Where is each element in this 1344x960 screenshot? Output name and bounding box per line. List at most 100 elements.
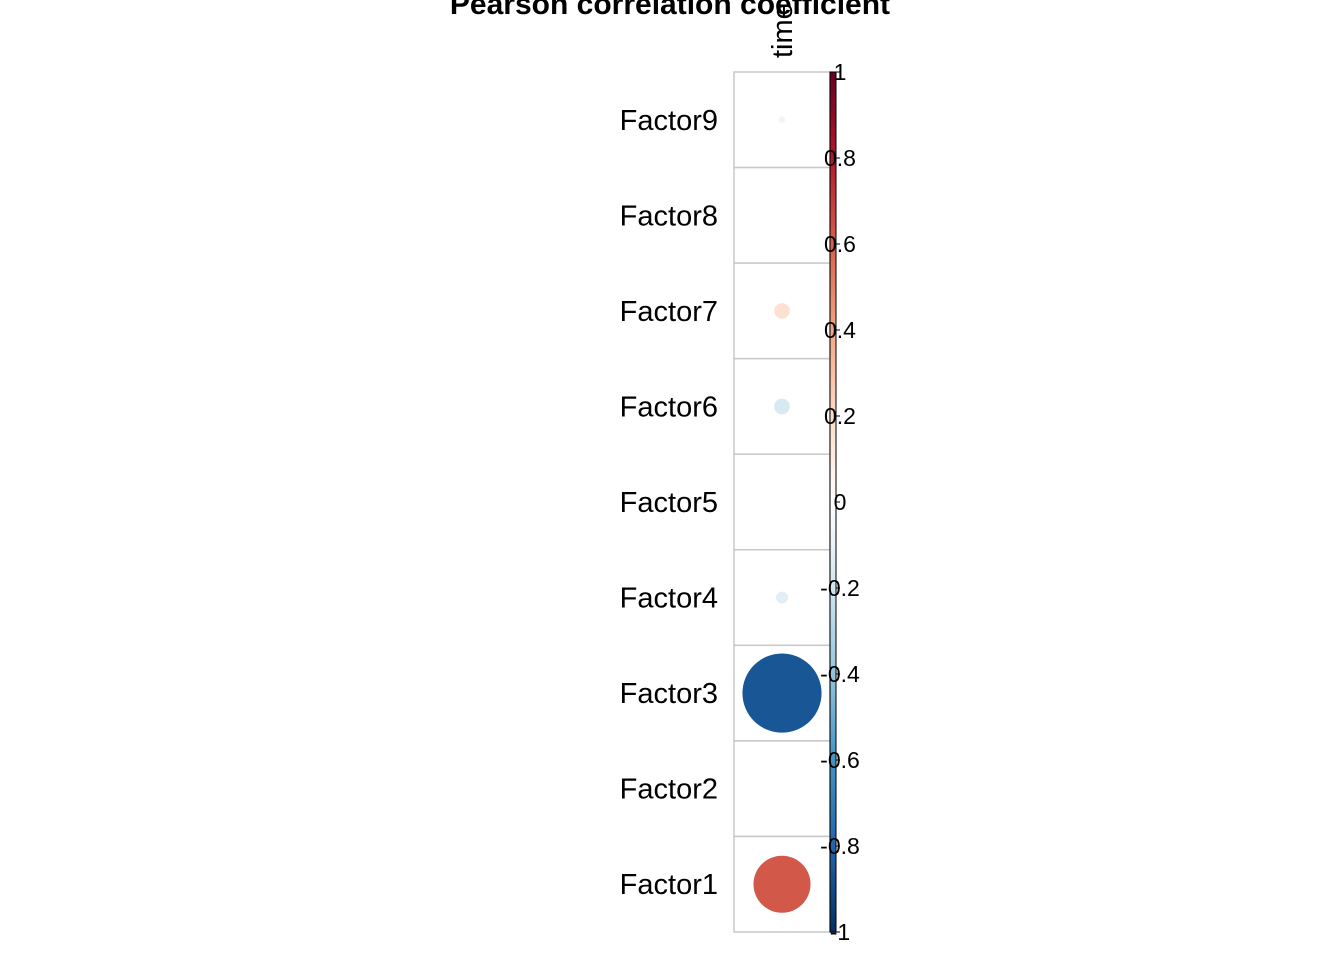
colorbar-segment — [830, 605, 836, 611]
colorbar-segment — [830, 261, 836, 267]
colorbar-segment — [830, 910, 836, 916]
color-legend: 1 0.8 0.6 0.4 0.2 0 -0.2 -0.4 -0.6 -0.8 -1 — [820, 59, 860, 945]
colorbar-segment — [830, 342, 836, 348]
colorbar-segment — [830, 661, 836, 666]
colorbar-segment — [830, 785, 836, 791]
colorbar-segment — [830, 575, 836, 580]
colorbar-segment — [830, 420, 836, 426]
row-label-factor2: Factor2 — [620, 774, 718, 806]
colorbar-segment — [830, 373, 836, 378]
colorbar-segment — [830, 265, 836, 271]
colorbar-segment — [830, 583, 836, 589]
colorbar-segment — [830, 648, 836, 654]
colorbar-segment — [830, 467, 836, 473]
colorbar-segment — [830, 889, 836, 894]
colorbar-segment — [830, 355, 836, 361]
colorbar-segment — [830, 106, 836, 112]
colorbar-segment — [830, 132, 836, 138]
colorbar-segment — [830, 618, 836, 623]
colorbar-segment — [830, 858, 836, 864]
colorbar-segment — [830, 523, 836, 529]
colorbar-segment — [830, 502, 836, 507]
colorbar-segment — [830, 841, 836, 847]
colorbar-segment — [830, 781, 836, 787]
colorbar-segment — [830, 794, 836, 800]
colorbar-segment — [830, 330, 836, 335]
colorbar-segment — [830, 631, 836, 636]
colorbar-segment — [830, 609, 836, 615]
colorbar-segment — [830, 824, 836, 830]
colorbar-segment — [830, 884, 836, 890]
colorbar-segment — [830, 274, 836, 279]
colorbar-segment — [830, 84, 836, 90]
colorbar-segment — [830, 411, 836, 417]
colorbar-segment — [830, 170, 836, 176]
row-label-factor9: Factor9 — [620, 105, 718, 137]
colorbar-tick-label: -0.8 — [820, 833, 860, 859]
colorbar-segment — [830, 635, 836, 641]
colorbar-segment — [830, 734, 836, 740]
colorbar-segment — [830, 790, 836, 795]
colorbar-segment — [830, 880, 836, 886]
correlation-marker-factor6 — [774, 398, 790, 415]
colorbar-segment — [830, 437, 836, 443]
colorbar-tick-label: -1 — [830, 919, 850, 945]
colorbar-segment — [830, 652, 836, 658]
correlation-marker-factor7 — [774, 303, 790, 319]
colorbar-segment — [830, 256, 836, 262]
colorbar-segment — [830, 231, 836, 236]
colorbar-segment — [830, 428, 836, 434]
colorbar-segment — [830, 854, 836, 860]
colorbar-segment — [830, 863, 836, 869]
colorbar-segment — [830, 738, 836, 744]
colorbar-segment — [830, 553, 836, 559]
colorbar-segment — [830, 751, 836, 757]
colorbar-segment — [830, 463, 836, 469]
colorbar-segment — [830, 158, 836, 163]
colorbar-segment — [830, 239, 836, 245]
colorbar-segment — [830, 493, 836, 499]
colorbar-segment — [830, 674, 836, 679]
colorbar-segment — [830, 278, 836, 284]
colorbar-segment — [830, 291, 836, 297]
colorbar-tick-label: -0.2 — [820, 575, 860, 601]
colorbar-segment — [830, 424, 836, 430]
colorbar-segment — [830, 566, 836, 572]
colorbar-segment — [830, 557, 836, 563]
colorbar-segment — [830, 119, 836, 125]
colorbar-segment — [830, 519, 836, 525]
colorbar-segment — [830, 717, 836, 722]
colorbar-segment — [830, 811, 836, 817]
colorbar-segment — [830, 919, 836, 924]
colorbar-segment — [830, 532, 836, 537]
colorbar-segment — [830, 803, 836, 808]
colorbar-segment — [830, 867, 836, 873]
colorbar-segment — [830, 643, 836, 649]
colorbar-segment — [830, 828, 836, 834]
colorbar-segment — [830, 588, 836, 593]
colorbar-segment — [830, 725, 836, 731]
colorbar-segment — [830, 76, 836, 82]
colorbar-segment — [830, 282, 836, 288]
colorbar-segment — [830, 188, 836, 193]
colorbar-segment — [830, 183, 836, 189]
colorbar-segment — [830, 755, 836, 761]
correlation-marker-factor2 — [781, 787, 783, 790]
colorbar-segment — [830, 450, 836, 456]
colorbar-segment — [830, 385, 836, 391]
colorbar-segment — [830, 708, 836, 714]
colorbar-segment — [830, 347, 836, 353]
colorbar-segment — [830, 235, 836, 241]
colorbar-segment — [830, 699, 836, 705]
colorbar-segment — [830, 295, 836, 301]
colorbar-segment — [830, 338, 836, 344]
colorbar-segment — [830, 471, 836, 477]
colorbar-segment — [830, 545, 836, 550]
colorbar-segment — [830, 218, 836, 224]
colorbar-segment — [830, 747, 836, 752]
colorbar-segment — [830, 622, 836, 628]
colorbar-segment — [830, 110, 836, 116]
colorbar-segment — [830, 665, 836, 671]
colorbar-segment — [830, 510, 836, 516]
